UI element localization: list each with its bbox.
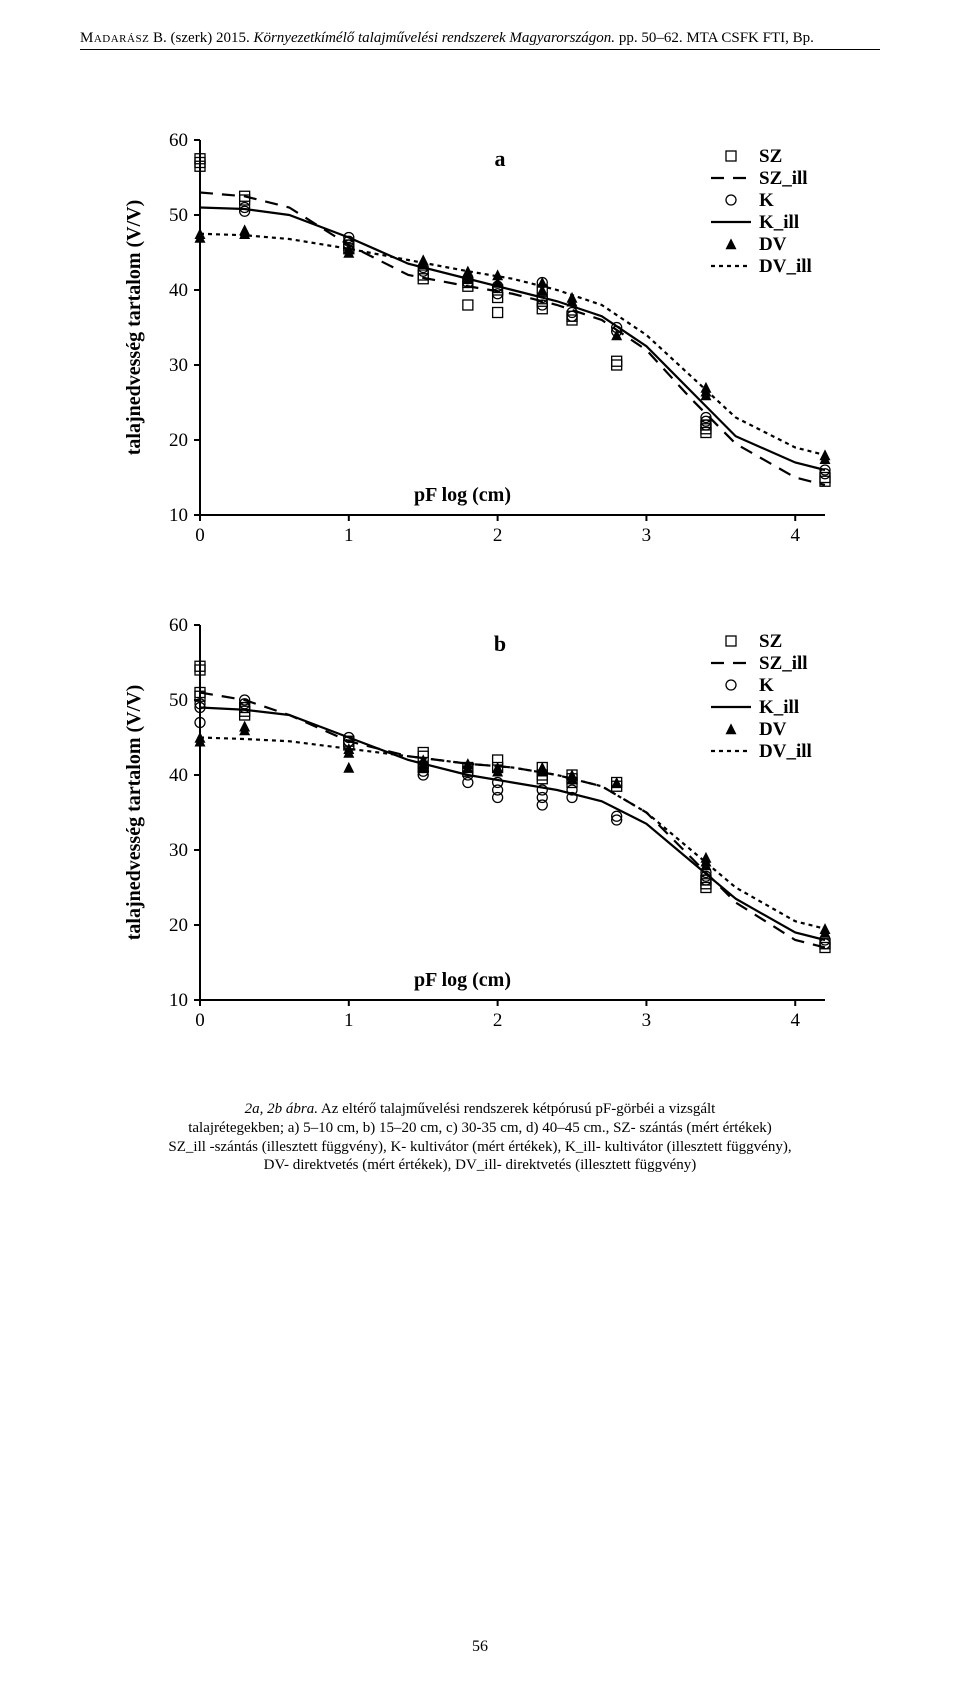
chart-a: 10 20 30 40 50 60 0 1 2 3 4 talajnedvesség tartalom…	[115, 130, 845, 560]
svg-text:SZ_ill: SZ_ill	[759, 168, 808, 189]
rh-tail: pp. 50–62. MTA CSFK FTI, Bp.	[615, 30, 814, 46]
svg-text:3: 3	[642, 525, 652, 546]
svg-text:10: 10	[169, 990, 188, 1011]
svg-text:20: 20	[169, 915, 188, 936]
svg-text:DV: DV	[759, 719, 787, 740]
svg-text:K_ill: K_ill	[759, 697, 799, 718]
svg-text:b: b	[494, 631, 506, 656]
svg-text:0: 0	[195, 1010, 205, 1031]
caption-l3: SZ_ill -szántás (illesztett függvény), K…	[168, 1139, 791, 1155]
svg-text:2: 2	[493, 1010, 503, 1031]
svg-text:1: 1	[344, 525, 354, 546]
caption-l2b: a) 5–10 cm, b) 15–20 cm, c) 30-35 cm, d)…	[288, 1120, 772, 1136]
caption-l1: Az eltérő talajművelési rendszerek kétpó…	[318, 1101, 715, 1117]
svg-text:40: 40	[169, 280, 188, 301]
svg-text:K: K	[759, 190, 774, 211]
svg-text:4: 4	[790, 525, 800, 546]
svg-text:0: 0	[195, 525, 205, 546]
running-head: Madarász B. (szerk) 2015. Környezetkímél…	[80, 30, 880, 50]
svg-text:3: 3	[642, 1010, 652, 1031]
chart-a-block: 10 20 30 40 50 60 0 1 2 3 4 talajnedvesség tartalom…	[80, 130, 880, 560]
svg-text:60: 60	[169, 615, 188, 636]
svg-text:4: 4	[790, 1010, 800, 1031]
svg-text:talajnedvesség tartalom (V/V): talajnedvesség tartalom (V/V)	[123, 685, 145, 941]
svg-text:SZ_ill: SZ_ill	[759, 653, 808, 674]
page-number: 56	[0, 1638, 960, 1656]
chart-b: 10 20 30 40 50 60 0 1 2 3 4 talajnedvesség tartalom…	[115, 615, 845, 1045]
svg-text:talajnedvesség tartalom (V/V): talajnedvesség tartalom (V/V)	[123, 200, 145, 456]
svg-text:60: 60	[169, 130, 188, 151]
svg-text:K: K	[759, 675, 774, 696]
rh-title: Környezetkímélő talajművelési rendszerek…	[253, 30, 615, 46]
svg-text:a: a	[495, 146, 506, 171]
svg-text:K_ill: K_ill	[759, 212, 799, 233]
svg-text:50: 50	[169, 690, 188, 711]
svg-text:30: 30	[169, 355, 188, 376]
svg-text:20: 20	[169, 430, 188, 451]
svg-text:30: 30	[169, 840, 188, 861]
svg-text:SZ: SZ	[759, 631, 782, 652]
rh-author: Madarász	[80, 30, 149, 46]
figure-caption: 2a, 2b ábra. Az eltérő talajművelési ren…	[110, 1100, 850, 1175]
svg-text:40: 40	[169, 765, 188, 786]
caption-l4: DV- direktvetés (mért értékek), DV_ill- …	[264, 1157, 697, 1173]
rh-init: B. (szerk) 2015.	[149, 30, 253, 46]
svg-text:1: 1	[344, 1010, 354, 1031]
svg-text:pF log (cm): pF log (cm)	[414, 969, 511, 991]
svg-text:2: 2	[493, 525, 503, 546]
svg-text:pF log (cm): pF log (cm)	[414, 484, 511, 506]
svg-text:10: 10	[169, 505, 188, 526]
svg-text:DV: DV	[759, 234, 787, 255]
svg-text:DV_ill: DV_ill	[759, 256, 812, 277]
chart-b-block: 10 20 30 40 50 60 0 1 2 3 4 talajnedvesség tartalom…	[80, 615, 880, 1045]
caption-l2a: talajrétegekben;	[188, 1120, 288, 1136]
svg-text:SZ: SZ	[759, 146, 782, 167]
svg-text:DV_ill: DV_ill	[759, 741, 812, 762]
svg-text:50: 50	[169, 205, 188, 226]
caption-prefix: 2a, 2b ábra.	[245, 1101, 318, 1117]
